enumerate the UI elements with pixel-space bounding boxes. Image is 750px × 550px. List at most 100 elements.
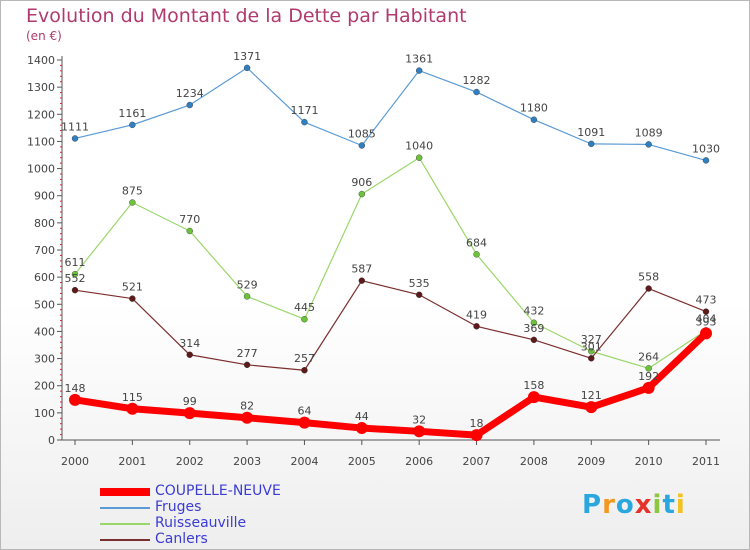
x-tick-label: 2010 [635, 455, 663, 468]
series-line [71, 329, 710, 439]
data-label: 587 [351, 263, 372, 276]
data-point [186, 227, 193, 235]
x-tick-label: 2000 [61, 455, 89, 468]
data-label: 445 [294, 301, 315, 314]
data-point [473, 251, 480, 258]
data-point [702, 157, 710, 164]
data-point [588, 140, 595, 148]
data-label: 906 [351, 176, 372, 189]
data-label: 1171 [290, 104, 318, 117]
logo-letter: P [582, 490, 603, 520]
x-tick-label: 2011 [692, 455, 720, 468]
y-tick-label: 700 [34, 244, 55, 257]
data-point [129, 121, 136, 129]
data-label: 327 [581, 333, 602, 346]
data-point [530, 319, 538, 326]
data-point [415, 291, 423, 298]
y-tick-label: 600 [34, 271, 55, 284]
legend-label: Canlers [155, 531, 208, 547]
chart-subtitle: (en €) [26, 29, 62, 43]
data-point [645, 141, 652, 148]
data-label: 264 [638, 350, 659, 363]
y-tick-label: 800 [34, 217, 55, 230]
series-line [74, 67, 707, 162]
data-label: 611 [65, 256, 86, 269]
x-tick-label: 2006 [405, 455, 433, 468]
legend-label: Ruisseauville [155, 515, 247, 531]
y-tick-label: 400 [34, 325, 55, 338]
data-point [358, 190, 366, 198]
data-point [301, 118, 308, 126]
y-tick-label: 1300 [27, 81, 55, 94]
data-label: 369 [523, 322, 544, 335]
data-point [71, 286, 79, 294]
x-tick-label: 2001 [118, 455, 146, 468]
data-label: 1161 [118, 107, 146, 120]
data-label: 393 [696, 315, 717, 328]
data-point [530, 116, 538, 123]
logo-letter: t [662, 490, 676, 520]
data-point [415, 154, 423, 161]
proxiti-logo: Proxiti [582, 490, 686, 520]
data-label: 1040 [405, 140, 433, 153]
legend-swatch [100, 539, 150, 541]
legend-swatch [100, 523, 150, 525]
data-label: 1180 [520, 102, 548, 115]
data-point [186, 101, 193, 109]
data-point [530, 336, 538, 344]
data-label: 1371 [233, 50, 261, 63]
data-point [585, 401, 598, 414]
data-label: 770 [179, 213, 200, 226]
chart-title: Evolution du Montant de la Dette par Hab… [26, 5, 467, 27]
data-label: 419 [466, 308, 487, 321]
x-tick-label: 2003 [233, 455, 261, 468]
data-label: 473 [696, 294, 717, 307]
y-tick-label: 0 [48, 434, 55, 447]
data-label: 404 [696, 312, 717, 325]
data-point [645, 365, 652, 372]
data-label: 158 [523, 379, 544, 392]
y-tick-label: 1100 [27, 135, 55, 148]
y-tick-label: 200 [34, 380, 55, 393]
data-label: 1111 [61, 120, 89, 133]
data-point [243, 293, 251, 300]
series-line [74, 157, 707, 369]
data-label: 1282 [463, 74, 491, 87]
y-tick-label: 1400 [27, 54, 55, 67]
data-label: 535 [409, 277, 430, 290]
data-label: 82 [240, 400, 254, 413]
data-label: 121 [581, 389, 602, 402]
legend-label: Fruges [155, 499, 202, 515]
data-point [301, 367, 308, 374]
data-label: 432 [523, 305, 544, 318]
x-tick-label: 2005 [348, 455, 376, 468]
data-point [358, 142, 366, 149]
data-label: 18 [470, 417, 484, 430]
data-point [186, 351, 193, 358]
data-label: 115 [122, 391, 143, 404]
data-point [71, 135, 79, 142]
y-tick-label: 300 [34, 353, 55, 366]
data-label: 148 [65, 382, 86, 395]
data-label: 192 [638, 370, 659, 383]
data-label: 558 [638, 271, 659, 284]
data-point [71, 270, 79, 278]
data-point [129, 295, 136, 302]
data-point [129, 199, 136, 206]
y-tick-label: 1200 [27, 108, 55, 121]
data-point [69, 393, 81, 406]
data-label: 529 [237, 278, 258, 291]
data-point [241, 411, 254, 424]
x-tick-label: 2008 [520, 455, 548, 468]
data-point [473, 88, 480, 96]
data-point [588, 348, 595, 355]
data-label: 552 [65, 272, 86, 285]
data-point [645, 285, 652, 292]
data-point [588, 355, 595, 362]
data-point [355, 422, 368, 435]
x-tick-label: 2007 [463, 455, 491, 468]
data-label: 314 [179, 337, 200, 350]
data-label: 44 [355, 410, 369, 423]
data-label: 1361 [405, 53, 433, 66]
